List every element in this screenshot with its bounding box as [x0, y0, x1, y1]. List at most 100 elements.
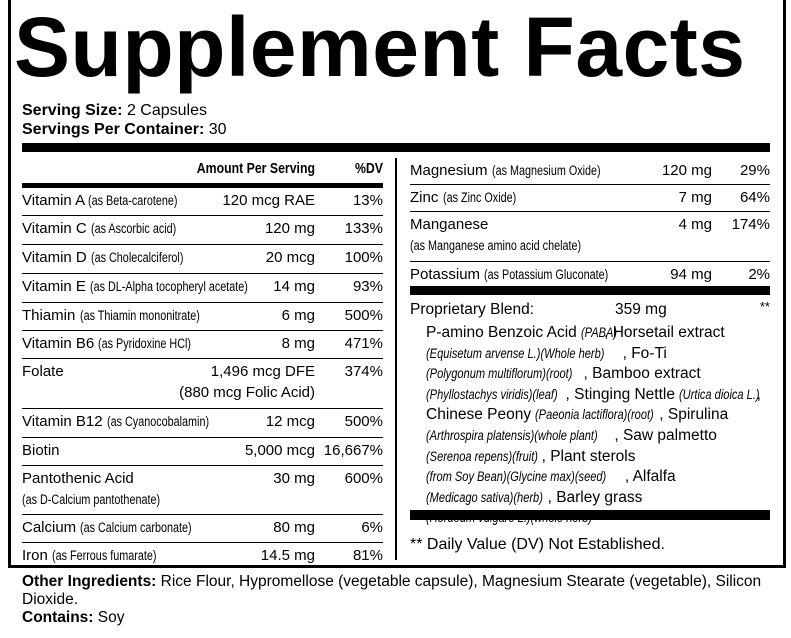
nutrient-label: Biotin: [22, 442, 60, 459]
ingredient-name: Chinese Peony: [426, 406, 532, 424]
blend-ingredient: Horsetail extract (Equisetum arvense L.)…: [426, 324, 725, 362]
nutrient-dv: 93%: [352, 278, 383, 295]
nutrient-row: Biotin 5,000 mcg 16,667%: [22, 438, 383, 466]
nutrient-name: Vitamin C (as Ascorbic acid): [22, 220, 197, 237]
nutrient-row: Iron (as Ferrous fumarate) 14.5 mg 81%: [22, 543, 383, 571]
nutrient-label: Zinc: [410, 189, 439, 206]
nutrient-row: Vitamin B6 (as Pyridoxine HCl) 8 mg 471%: [22, 331, 383, 359]
nutrient-source: (as DL-Alpha tocopheryl acetate): [90, 279, 248, 294]
nutrient-dv: 133%: [344, 220, 383, 237]
dv-note: ** Daily Value (DV) Not Established.: [410, 536, 665, 553]
right-nutrient-list: Magnesium (as Magnesium Oxide) 120 mg 29% Z…: [410, 158, 770, 288]
blend-ingredient: Bamboo extract (Phyllostachys viridis)(l…: [426, 365, 701, 403]
nutrient-source: (as Potassium Gluconate): [484, 267, 609, 282]
nutrient-row: Vitamin C (as Ascorbic acid) 120 mg 133%: [22, 216, 383, 245]
nutrient-name: Potassium (as Potassium Gluconate): [410, 266, 640, 283]
nutrient-row: Pantothenic Acid (as D-Calcium pantothena…: [22, 466, 383, 515]
nutrient-dv: 64%: [739, 189, 770, 206]
servings-per-container: Servings Per Container: 30: [22, 121, 227, 139]
nutrient-row: Zinc (as Zinc Oxide) 7 mg 64%: [410, 185, 770, 212]
divider-thick: [22, 143, 770, 152]
ingredient-name: Plant sterols: [550, 447, 636, 465]
nutrient-source: (as D-Calcium pantothenate): [22, 492, 161, 507]
other-ingredients-label: Other Ingredients:: [22, 573, 157, 590]
servings-per-container-label: Servings Per Container:: [22, 121, 205, 138]
blend-ingredient: Fo-Ti (Polygonum multiflorum)(root): [426, 345, 667, 383]
contains: Contains: Soy: [22, 609, 782, 627]
nutrient-source: (as Ferrous fumarate): [52, 548, 157, 563]
nutrient-dv: 174%: [731, 216, 770, 233]
nutrient-dv: 29%: [739, 162, 770, 179]
nutrient-name: Vitamin B12 (as Cyanocobalamin): [22, 413, 234, 430]
blend-ingredient: Stinging Nettle (Urtica dioica L.): [574, 385, 760, 403]
nutrient-label: Vitamin B12: [22, 413, 103, 430]
nutrient-name: Thiamin (as Thiamin mononitrate): [22, 307, 229, 324]
page-title: Supplement Facts: [14, 0, 746, 94]
dv-header: %DV: [354, 160, 383, 177]
nutrient-source: (as Ascorbic acid): [90, 221, 177, 236]
nutrient-row: Vitamin E (as DL-Alpha tocopheryl acetat…: [22, 274, 383, 303]
nutrient-row: Vitamin D (as Cholecalciferol) 20 mcg 100%: [22, 245, 383, 274]
nutrient-label: Iron: [22, 547, 48, 564]
nutrient-name: Folate: [22, 363, 64, 380]
nutrient-source: (as Magnesium Oxide): [491, 163, 601, 178]
nutrient-amount: 80 mg: [273, 519, 315, 536]
nutrient-label: Calcium: [22, 519, 77, 536]
nutrient-amount: 30 mg: [273, 470, 315, 487]
other-ingredients-value: Rice Flour, Hypromellose (vegetable caps…: [22, 573, 762, 608]
nutrient-source: (as Cholecalciferol): [90, 250, 184, 265]
nutrient-name: Pantothenic Acid: [22, 470, 134, 487]
nutrient-amount: 14.5 mg: [260, 547, 315, 564]
contains-value: Soy: [97, 609, 125, 626]
nutrient-label: Vitamin C: [22, 220, 87, 237]
nutrient-source: (as Beta-carotene): [88, 193, 178, 208]
nutrient-source: (as Cyanocobalamin): [106, 414, 209, 429]
nutrient-name: Vitamin D (as Cholecalciferol): [22, 249, 206, 266]
ingredient-name: Barley grass: [556, 488, 643, 506]
nutrient-amount: 120 mcg RAE: [222, 192, 315, 209]
nutrient-label: Folate: [22, 363, 64, 380]
ingredient-name: Horsetail extract: [612, 324, 725, 341]
nutrient-source: (as Manganese amino acid chelate): [410, 238, 582, 253]
nutrient-source: (as Calcium carbonate): [80, 520, 193, 535]
nutrient-amount: 4 mg: [678, 216, 712, 233]
serving-size: Serving Size: 2 Capsules: [22, 102, 207, 120]
ingredient-name: Saw palmetto: [622, 426, 717, 444]
blend-dv: **: [759, 299, 770, 314]
nutrient-name: Iron (as Ferrous fumarate): [22, 547, 183, 564]
nutrient-name: Biotin: [22, 442, 60, 459]
nutrient-row: Vitamin B12 (as Cyanocobalamin) 12 mcg 500…: [22, 409, 383, 438]
nutrient-dv: 81%: [352, 547, 383, 564]
nutrient-source: (as Zinc Oxide): [442, 190, 516, 205]
ingredient-name: P-amino Benzoic Acid: [426, 324, 577, 341]
nutrient-label: Thiamin: [22, 307, 76, 324]
ingredient-name: Stinging Nettle: [574, 385, 675, 403]
nutrient-label: Vitamin A: [22, 192, 85, 209]
ingredient-name: Spirulina: [667, 406, 729, 424]
nutrient-row: Folate 1,496 mcg DFE (880 mcg Folic Acid) 3…: [22, 359, 383, 409]
ingredient-name: Alfalfa: [632, 468, 676, 486]
nutrient-label: Potassium: [410, 266, 481, 283]
nutrient-amount: 6 mg: [281, 307, 315, 324]
nutrient-row: Magnesium (as Magnesium Oxide) 120 mg 29%: [410, 158, 770, 185]
nutrient-amount-detail: (880 mcg Folic Acid): [179, 384, 315, 401]
nutrient-amount: 94 mg: [670, 266, 712, 283]
column-divider: [395, 158, 397, 560]
blend-ingredient: Chinese Peony (Paeonia lactiflora)(root): [426, 406, 659, 423]
nutrient-row: Manganese (as Manganese amino acid chelat…: [410, 212, 770, 262]
nutrient-source: (as Thiamin mononitrate): [79, 308, 200, 323]
nutrient-dv: 600%: [344, 470, 383, 487]
ingredient-detail: (Medicago sativa)(herb): [426, 489, 543, 505]
nutrient-amount: 20 mcg: [265, 249, 315, 266]
nutrient-dv: 2%: [748, 266, 770, 283]
blend-ingredient: Plant sterols (from Soy Bean)(Glycine ma…: [426, 448, 635, 486]
servings-per-container-value: 30: [208, 121, 227, 138]
ingredient-detail: (Arthrospira platensis)(whole plant): [426, 427, 598, 443]
nutrient-amount: 7 mg: [678, 189, 712, 206]
ingredient-detail: (PABA): [581, 325, 618, 340]
divider-thick: [410, 510, 770, 520]
nutrient-amount: 120 mg: [264, 220, 315, 237]
ingredient-detail: (Urtica dioica L.): [679, 386, 760, 402]
amount-per-serving-header: Amount Per Serving: [196, 160, 315, 177]
nutrient-label: Pantothenic Acid: [22, 470, 134, 487]
